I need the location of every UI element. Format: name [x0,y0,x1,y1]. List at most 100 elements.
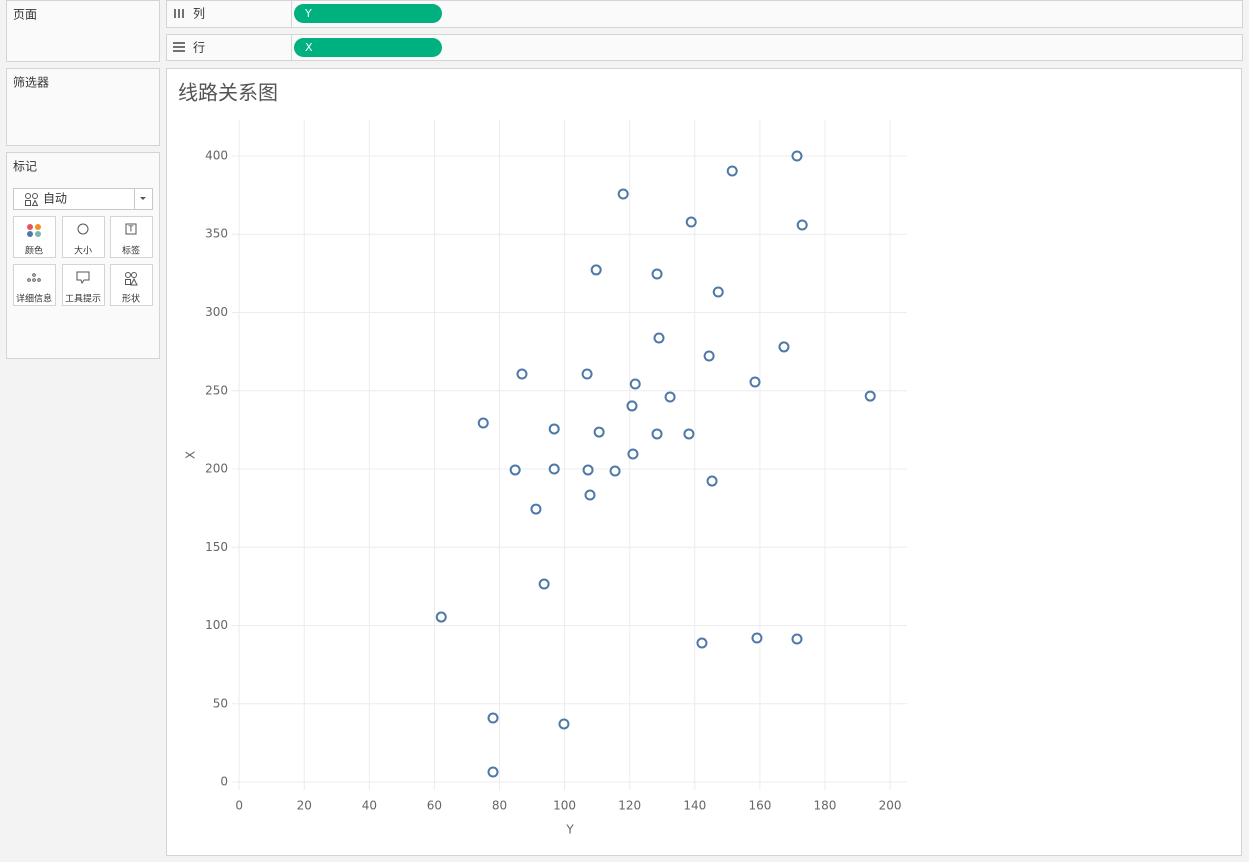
point [696,637,708,649]
point [791,150,803,162]
rows-icon [173,42,185,52]
color-icon [27,224,33,230]
point [538,578,550,590]
x-tick-label: 120 [618,799,641,813]
x-tick-label: 140 [683,799,706,813]
point [864,390,876,402]
mark-button-label: 形状 [122,293,140,305]
x-tick-label: 40 [362,799,377,813]
y-tick-label: 150 [205,540,228,554]
detail-icon [27,278,31,282]
y-tick-label: 50 [213,696,228,710]
pages-panel [6,0,160,62]
point [726,165,738,177]
mark-button-label: 工具提示 [65,294,101,305]
x-tick-label: 80 [492,799,507,813]
mark-button-label: 大小 [74,245,92,257]
x-tick-label: 60 [427,799,442,813]
mark-button[interactable] [62,264,105,306]
y-tick-label: 200 [205,462,228,476]
detail-icon [32,278,36,282]
chart-title: 线路关系图 [178,81,278,105]
point [548,463,560,475]
point [627,448,639,460]
y-axis-label: X [184,451,198,459]
point [651,428,663,440]
x-tick-label: 180 [814,799,837,813]
y-tick-label: 400 [205,148,228,162]
marks-title: 标记 [13,160,37,174]
point [683,428,695,440]
point [435,611,447,623]
x-tick-label: 100 [553,799,576,813]
rows-pill-text: X [305,41,313,54]
point [477,417,489,429]
y-tick-label: 100 [205,618,228,632]
point [629,378,641,390]
point [796,219,808,231]
label-icon-t: T [128,225,134,234]
color-icon [35,224,41,230]
y-tick-label: 300 [205,305,228,319]
point [712,286,724,298]
point [530,503,542,515]
point [749,376,761,388]
point [703,350,715,362]
mark-button-label: 详细信息 [16,293,52,305]
columns-pill[interactable] [294,4,442,23]
point [558,718,570,730]
color-icon [35,231,41,237]
x-tick-label: 0 [235,799,243,813]
filters-title: 筛选器 [13,75,49,90]
point [609,465,621,477]
size-icon [77,223,89,235]
point [685,216,697,228]
shape-icon [25,193,39,206]
mark-button[interactable] [110,264,153,306]
shape-icon [131,272,137,278]
pages-title: 页面 [13,8,37,22]
mark-button[interactable] [13,264,56,306]
point [581,368,593,380]
detail-icon [37,278,41,282]
point [487,712,499,724]
point [664,391,676,403]
dropdown-arrow [140,197,146,200]
mark-button-label: 标签 [122,245,140,257]
point [651,268,663,280]
mark-type: 自动 [43,192,67,206]
y-tick-label: 0 [220,775,228,789]
y-tick-label: 350 [205,227,228,241]
shape-icon [125,279,131,285]
point [706,475,718,487]
point [617,188,629,200]
x-tick-label: 200 [879,799,902,813]
x-axis-label: Y [565,823,574,837]
x-tick-label: 20 [297,799,312,813]
shape-icon [125,272,131,278]
mark-button[interactable] [13,216,56,258]
label-icon [125,223,137,235]
x-tick-label: 160 [748,799,771,813]
point [791,633,803,645]
point [487,766,499,778]
point [548,423,560,435]
shape-icon [130,277,138,286]
point [582,464,594,476]
columns-pill-text: Y [304,7,312,20]
point [509,464,521,476]
columns-icon [174,9,184,18]
point [590,264,602,276]
tooltip-icon [76,271,90,285]
rows-pill[interactable] [294,38,442,57]
point [626,400,638,412]
rows-label: 行 [193,41,205,55]
mark-button[interactable] [62,216,105,258]
filters-panel [6,68,160,146]
mark-button[interactable] [110,216,153,258]
mark-button-label: 颜色 [25,245,43,257]
chart-panel [166,68,1242,856]
mark-type-dropdown[interactable] [13,188,153,210]
point [653,332,665,344]
